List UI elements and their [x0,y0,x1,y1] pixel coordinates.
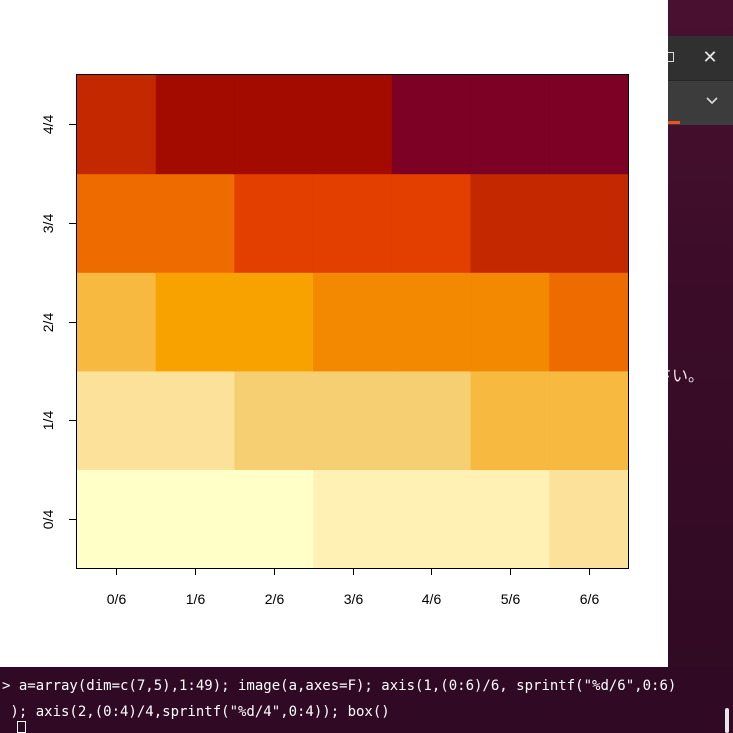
background-window-text: さい。 [656,366,705,385]
heatmap-cell [391,370,472,470]
x-tick-label: 5/6 [501,591,521,607]
close-icon[interactable]: ✕ [702,47,718,67]
heatmap-cell [470,75,550,175]
heatmap-cell [391,469,472,569]
heatmap-cell [77,173,157,273]
x-axis: 0/6 1/6 2/6 3/6 4/6 5/6 6/6 [107,568,600,607]
active-tab-indicator [660,121,680,124]
heatmap-cell [77,272,157,372]
x-tick-label: 0/6 [107,591,127,607]
heatmap-cell [155,272,236,372]
heatmap-cell [77,75,157,175]
heatmap-cell [470,173,550,273]
heatmap-cell [234,173,314,273]
y-tick-label: 1/4 [40,411,56,431]
heatmap-cell [313,469,393,569]
heatmap-cell [155,469,236,569]
heatmap-cell [549,173,629,273]
heatmap-cell [549,469,629,569]
heatmap-cell [470,272,550,372]
heatmap-cell [470,370,550,470]
heatmap-cell [470,469,550,569]
y-tick-label: 0/4 [40,510,56,530]
heatmap-cell [313,272,393,372]
heatmap-cell [549,75,629,175]
plot-window[interactable]: 0/6 1/6 2/6 3/6 4/6 5/6 6/6 0/4 1/4 2/4 3/4 4/4 [0,0,668,667]
heatmap-cell [77,469,157,569]
terminal-line: > a=array(dim=c(7,5),1:49); image(a,axes… [2,678,677,694]
heatmap-cell [549,272,629,372]
heatmap-cell [313,173,393,273]
x-tick-label: 2/6 [265,591,285,607]
x-tick-label: 3/6 [344,591,364,607]
heatmap-cell [391,173,472,273]
heatmap-cell [234,272,314,372]
heatmap-cell [77,370,157,470]
y-tick-label: 3/4 [40,214,56,234]
heatmap-chart: 0/6 1/6 2/6 3/6 4/6 5/6 6/6 0/4 1/4 2/4 3/4 4/4 [40,74,629,607]
heatmap-cell [155,173,236,273]
heatmap-cell [313,370,393,470]
y-axis: 0/4 1/4 2/4 3/4 4/4 [40,115,77,530]
y-tick-label: 2/4 [40,313,56,333]
y-tick-label: 4/4 [40,115,56,135]
chevron-down-icon[interactable] [703,92,721,110]
heatmap-cell [549,370,629,470]
heatmap-cell [234,370,314,470]
heatmap-cell [155,75,236,175]
heatmap-cell [234,75,314,175]
x-tick-label: 6/6 [580,591,600,607]
terminal[interactable]: > a=array(dim=c(7,5),1:49); image(a,axes… [0,667,733,733]
x-tick-label: 1/6 [186,591,206,607]
heatmap-cells [77,75,629,569]
terminal-scrollbar[interactable] [725,708,729,733]
heatmap-cell [155,370,236,470]
x-tick-label: 4/6 [422,591,442,607]
heatmap-cell [391,75,472,175]
heatmap-cell [391,272,472,372]
terminal-cursor [17,721,26,733]
heatmap-cell [313,75,393,175]
terminal-line: ); axis(2,(0:4)/4,sprintf("%d/4",0:4)); … [2,704,390,720]
heatmap-cell [234,469,314,569]
